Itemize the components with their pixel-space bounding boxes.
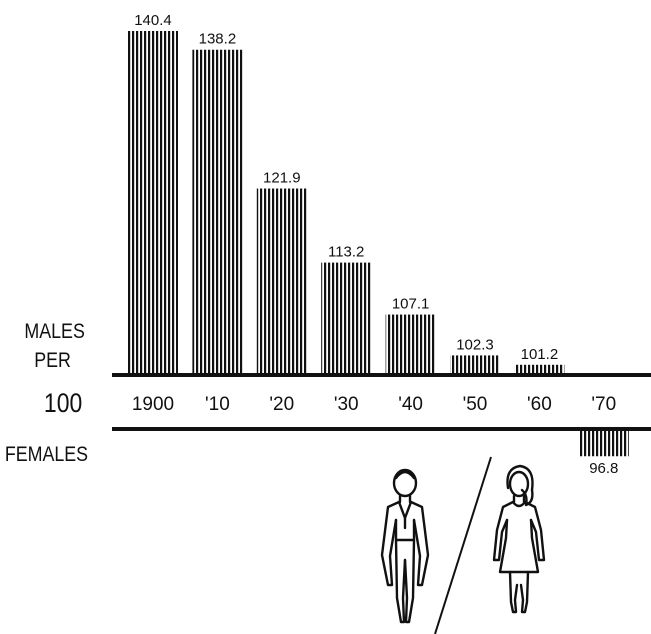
value-label-3: 113.2 (328, 244, 364, 261)
value-label-6: 101.2 (521, 346, 559, 363)
value-label-7: 96.8 (589, 460, 618, 477)
side-label-females: FEMALES (5, 443, 88, 467)
value-label-1: 138.2 (199, 31, 237, 48)
value-labels: 140.4 138.2 121.9 113.2 107.1 102.3 101.2 96.8 (134, 12, 618, 477)
x-tick-label-3: '30 (334, 394, 359, 415)
side-label: MALES PER 100 FEMALES (5, 320, 88, 467)
bar-6 (514, 364, 565, 375)
value-label-2: 121.9 (263, 170, 301, 187)
bar-0 (128, 31, 178, 375)
side-label-100: 100 (44, 388, 82, 418)
bars (128, 31, 629, 457)
bar-2 (256, 188, 307, 375)
male-figure-icon (380, 468, 430, 624)
x-tick-label-1: '10 (205, 394, 230, 415)
x-tick-label-0: 1900 (132, 394, 174, 415)
x-tick-label-5: '50 (463, 394, 488, 415)
side-label-per: PER (34, 349, 71, 373)
x-tick-labels: 1900 '10 '20 '30 '40 '50 '60 '70 (132, 394, 616, 415)
divider-slash (434, 456, 492, 634)
bar-4 (385, 314, 436, 375)
value-label-0: 140.4 (134, 12, 172, 29)
x-tick-label-6: '60 (527, 394, 552, 415)
bar-7 (578, 429, 629, 457)
value-label-4: 107.1 (392, 296, 430, 313)
value-label-5: 102.3 (456, 336, 494, 353)
x-tick-label-4: '40 (398, 394, 423, 415)
female-figure-icon (492, 464, 546, 614)
bar-1 (192, 49, 243, 376)
side-label-males: MALES (24, 320, 84, 344)
bar-3 (321, 262, 372, 375)
x-tick-label-7: '70 (591, 394, 616, 415)
bar-5 (450, 355, 500, 375)
x-tick-label-2: '20 (269, 394, 294, 415)
